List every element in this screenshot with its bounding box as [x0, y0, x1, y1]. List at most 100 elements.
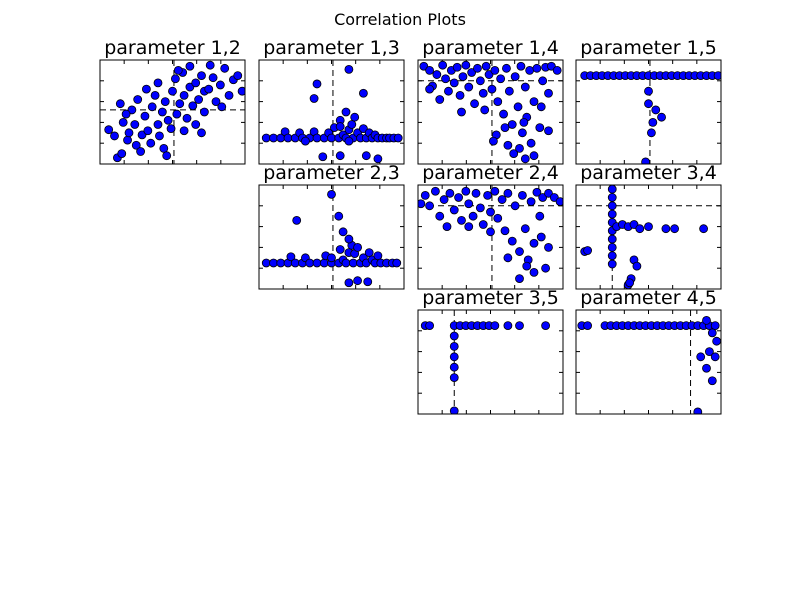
scatter-point — [503, 253, 513, 263]
scatter-point — [444, 86, 453, 96]
scatter-point — [503, 188, 513, 198]
scatter-point — [430, 186, 440, 196]
subplot-title: parameter 1,5 — [580, 37, 717, 59]
scatter-point — [117, 149, 127, 159]
scatter-point — [146, 138, 156, 148]
scatter-point — [344, 234, 354, 244]
scatter-point — [607, 234, 617, 244]
scatter-point — [335, 122, 345, 131]
scatter-point — [327, 253, 336, 263]
scatter-point — [632, 261, 642, 271]
scatter-point — [173, 66, 183, 75]
scatter-point — [541, 263, 550, 273]
scatter-point — [344, 278, 354, 288]
scatter-point — [541, 321, 550, 331]
scatter-point — [525, 66, 535, 75]
scatter-point — [136, 147, 146, 156]
scatter-point — [153, 120, 163, 129]
scatter-point — [520, 154, 530, 164]
scatter-point — [205, 60, 215, 70]
scatter-point — [361, 151, 371, 161]
scatter-point — [439, 195, 449, 204]
scatter-point — [461, 60, 471, 70]
panels-group: parameter 1,2 parameter 1,3 parameter 1,4 p… — [99, 37, 722, 415]
subplot-title: parameter 1,3 — [263, 37, 400, 59]
scatter-point — [696, 352, 706, 362]
plot-border — [575, 184, 722, 290]
scatter-point — [327, 189, 336, 199]
scatter-point — [583, 321, 592, 331]
scatter-point — [499, 109, 508, 119]
scatter-point — [335, 245, 345, 254]
scatter-point — [713, 71, 721, 80]
scatter-point — [179, 90, 189, 100]
plot-frame — [575, 184, 722, 290]
scatter-point — [261, 133, 271, 143]
scatter-point — [432, 70, 442, 79]
plot-border — [417, 309, 564, 415]
scatter-point — [544, 88, 553, 98]
scatter-point — [702, 315, 711, 325]
scatter-point — [215, 80, 225, 90]
scatter-point — [532, 187, 542, 197]
scatter-point — [353, 242, 363, 252]
scatter-point — [536, 232, 546, 242]
scatter-point — [309, 94, 319, 103]
subplot-4: parameter 1,5 — [575, 37, 722, 165]
scatter-point — [699, 224, 708, 234]
plot-border — [575, 309, 722, 415]
scatter-point — [500, 226, 510, 236]
scatter-point — [191, 120, 201, 129]
scatter-point — [705, 347, 714, 357]
scatter-point — [471, 188, 481, 198]
scatter-point — [490, 186, 500, 196]
scatter-point — [162, 151, 172, 161]
scatter-point — [373, 154, 383, 164]
scatter-point — [348, 258, 358, 268]
scatter-point — [535, 123, 545, 132]
scatter-point — [544, 126, 553, 136]
scatter-point — [438, 60, 448, 70]
scatter-point — [269, 133, 278, 143]
scatter-point — [513, 102, 523, 112]
subplot-3: parameter 1,4 — [417, 37, 564, 165]
scatter-point — [544, 242, 553, 252]
scatter-point — [515, 274, 524, 284]
scatter-point — [194, 95, 204, 104]
scatter-point — [529, 267, 539, 277]
scatter-point — [651, 105, 661, 115]
scatter-point — [515, 321, 524, 331]
plot-frame — [258, 59, 405, 165]
scatter-point — [464, 82, 474, 92]
scatter-point — [520, 82, 530, 92]
scatter-point — [449, 331, 459, 341]
scatter-point — [341, 258, 351, 268]
scatter-point — [535, 211, 545, 221]
scatter-point — [644, 99, 653, 109]
scatter-point — [518, 190, 527, 200]
scatter-point — [625, 278, 635, 288]
scatter-point — [515, 143, 524, 153]
scatter-point — [635, 224, 645, 234]
scatter-point — [199, 107, 209, 117]
scatter-point — [461, 186, 471, 196]
scatter-point — [182, 113, 192, 123]
scatter-point — [473, 63, 482, 73]
scatter-point — [449, 352, 459, 362]
subplot-title: parameter 1,2 — [104, 37, 241, 59]
scatter-point — [457, 215, 466, 225]
scatter-point — [237, 86, 245, 96]
scatter-point — [468, 211, 478, 221]
scatter-point — [497, 195, 507, 204]
scatter-point — [350, 112, 360, 122]
scatter-point — [441, 74, 450, 84]
scatter-point — [661, 224, 671, 234]
scatter-point — [435, 211, 445, 221]
scatter-point — [644, 222, 653, 232]
scatter-points — [261, 64, 403, 164]
scatter-point — [163, 115, 173, 125]
scatter-point — [607, 259, 617, 269]
scatter-point — [141, 84, 151, 94]
scatter-point — [344, 64, 354, 74]
scatter-point — [503, 321, 513, 331]
